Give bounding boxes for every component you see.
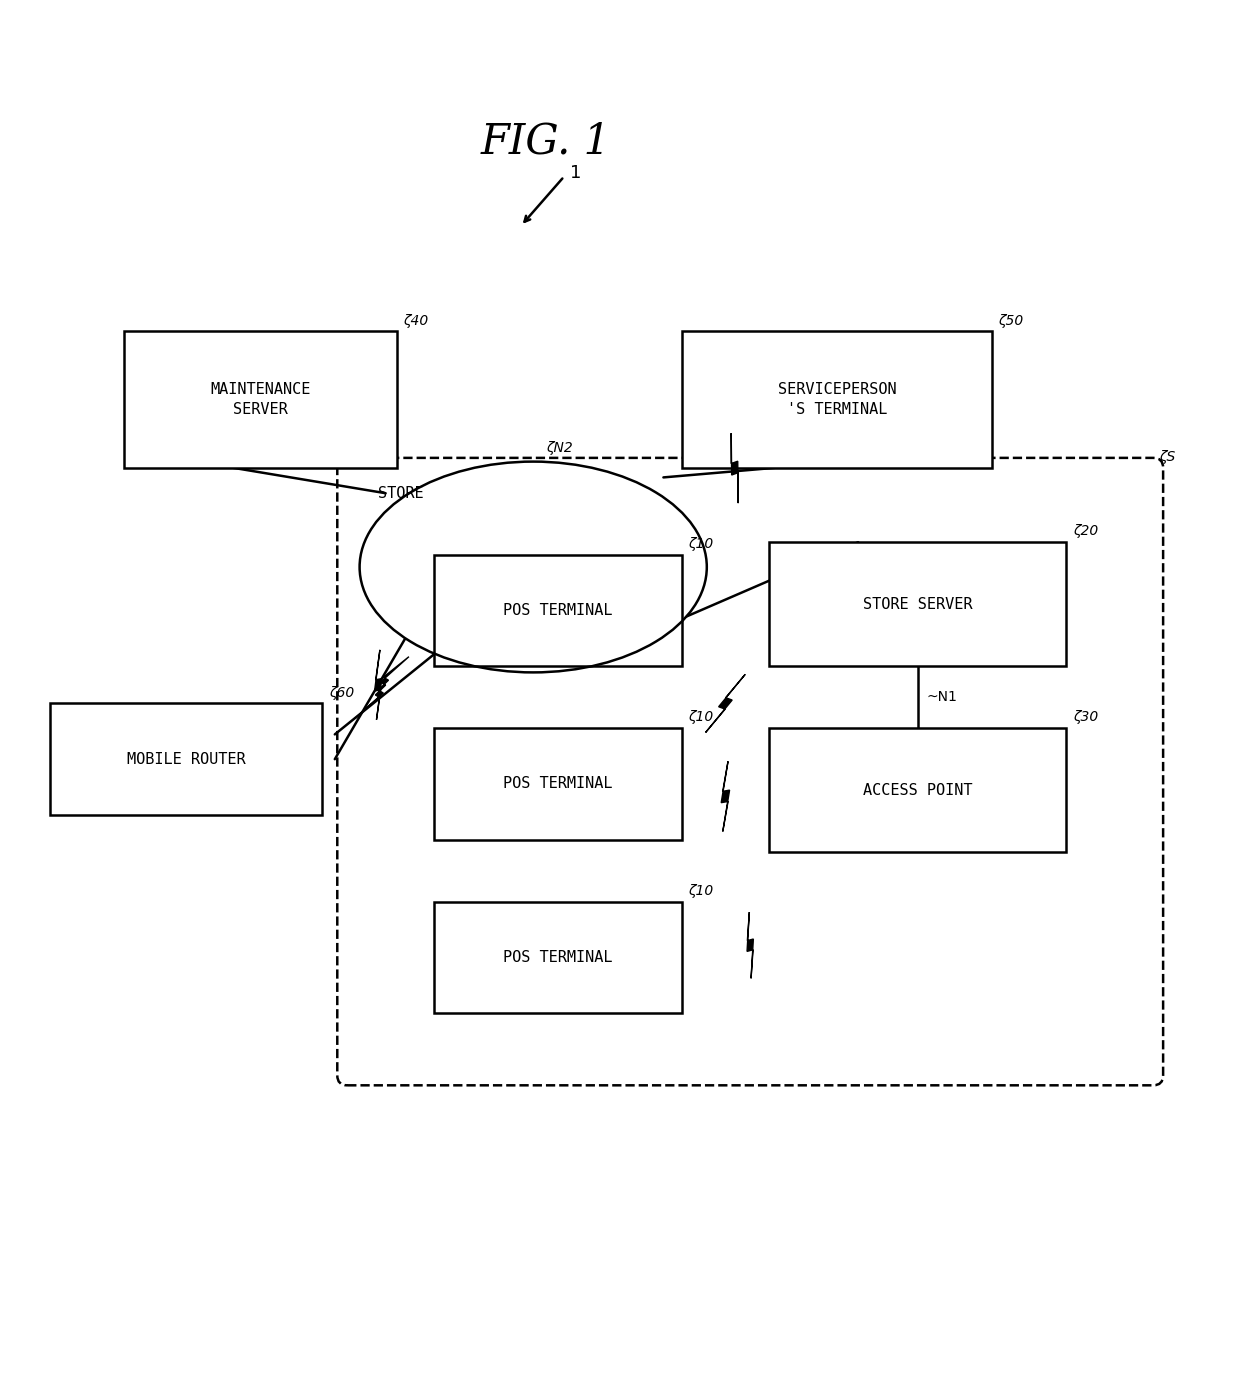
Text: ~N1: ~N1	[926, 690, 957, 705]
Polygon shape	[374, 650, 382, 720]
Text: STORE SERVER: STORE SERVER	[863, 597, 972, 612]
Text: ζ20: ζ20	[1073, 525, 1097, 539]
Bar	[434, 902, 682, 1013]
Text: STORE: STORE	[378, 486, 424, 502]
Bar	[682, 332, 992, 467]
Text: ζN2: ζN2	[546, 441, 573, 456]
Bar	[434, 728, 682, 840]
Text: FIG. 1: FIG. 1	[481, 120, 610, 163]
Text: 1: 1	[570, 163, 582, 181]
Text: ζ10: ζ10	[688, 884, 713, 898]
Polygon shape	[732, 433, 738, 503]
Text: MOBILE ROUTER: MOBILE ROUTER	[126, 752, 246, 767]
Polygon shape	[706, 674, 745, 732]
Text: ζ40: ζ40	[403, 314, 428, 328]
Text: ζ30: ζ30	[1073, 710, 1097, 724]
Text: ζ50: ζ50	[998, 314, 1023, 328]
Ellipse shape	[360, 462, 707, 673]
Text: POS TERMINAL: POS TERMINAL	[503, 949, 613, 965]
Text: POS TERMINAL: POS TERMINAL	[503, 603, 613, 618]
Bar	[50, 703, 322, 815]
Text: MAINTENANCE
SERVER: MAINTENANCE SERVER	[211, 383, 310, 417]
Text: ζS: ζS	[1159, 451, 1176, 464]
FancyBboxPatch shape	[337, 457, 1163, 1085]
Polygon shape	[722, 761, 729, 832]
Bar	[434, 554, 682, 666]
Text: ζ10: ζ10	[688, 710, 713, 724]
Bar	[124, 332, 397, 467]
Bar	[769, 728, 1066, 853]
Text: ACCESS POINT: ACCESS POINT	[863, 782, 972, 797]
Text: ζ10: ζ10	[688, 536, 713, 551]
Text: ζ60: ζ60	[329, 685, 353, 699]
Bar	[769, 542, 1066, 666]
Polygon shape	[746, 912, 754, 978]
Text: POS TERMINAL: POS TERMINAL	[503, 777, 613, 792]
Polygon shape	[355, 656, 409, 719]
Text: SERVICEPERSON
'S TERMINAL: SERVICEPERSON 'S TERMINAL	[777, 383, 897, 417]
